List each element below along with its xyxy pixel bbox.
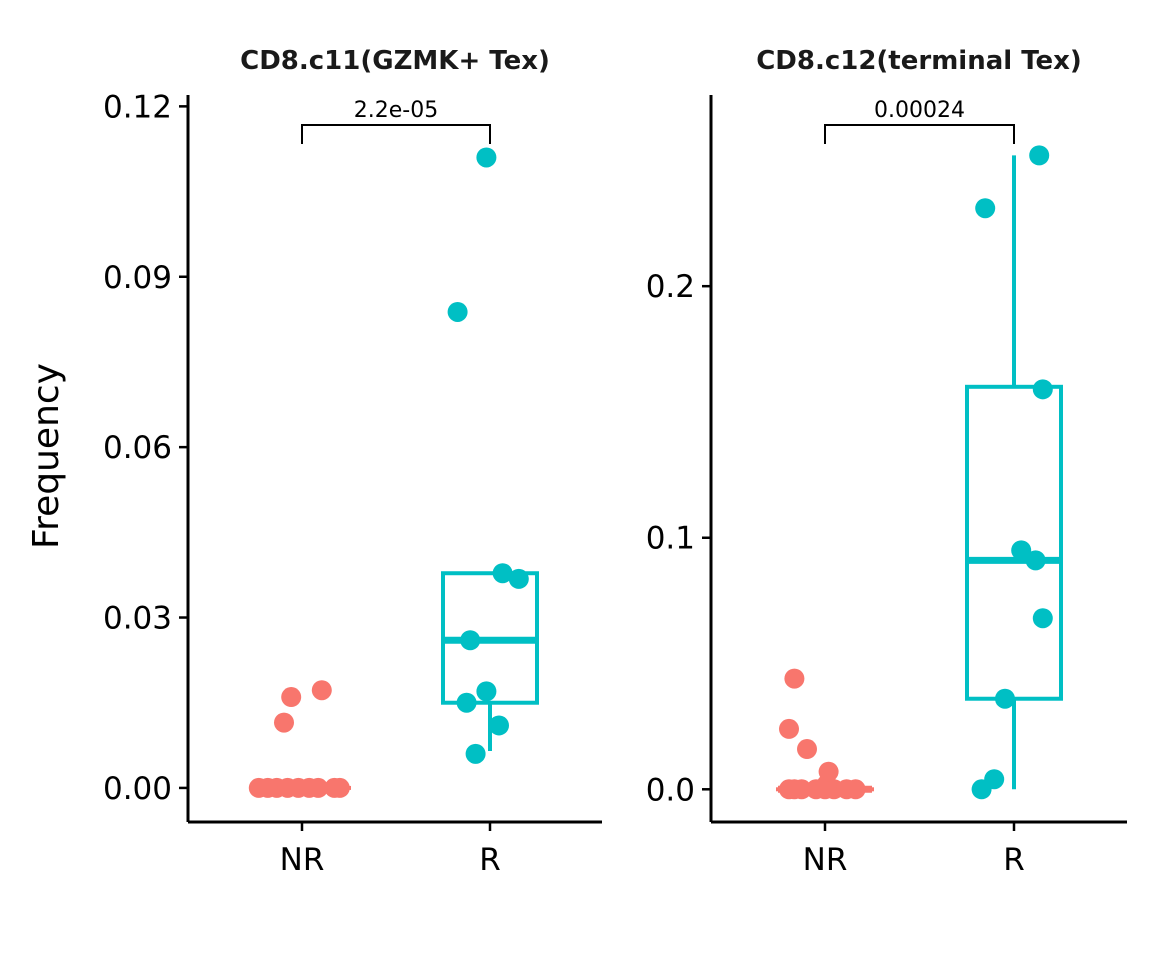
- data-point: [509, 569, 529, 589]
- data-point: [448, 302, 468, 322]
- y-tick-label: 0.00: [103, 771, 172, 807]
- data-point: [281, 687, 301, 707]
- y-tick-label: 0.2: [646, 269, 695, 305]
- data-point: [466, 744, 486, 764]
- data-point: [1033, 379, 1053, 399]
- data-point: [972, 779, 992, 799]
- x-tick-label: NR: [280, 842, 325, 878]
- panel-title: CD8.c11(GZMK+ Tex): [240, 46, 550, 76]
- significance-bracket: [825, 125, 1014, 144]
- box-iqr: [967, 387, 1061, 699]
- x-tick-label: NR: [803, 842, 848, 878]
- data-point: [779, 719, 799, 739]
- group-r: [967, 145, 1061, 799]
- y-tick-label: 0.12: [103, 89, 172, 125]
- panel-2: CD8.c12(terminal Tex) 0.0 0.1 0.2 NR R 0.00024: [646, 46, 1127, 878]
- y-tick-label: 0.03: [103, 601, 172, 637]
- data-point: [975, 198, 995, 218]
- panel-title: CD8.c12(terminal Tex): [756, 46, 1082, 76]
- data-point: [476, 681, 496, 701]
- y-tick-label: 0.09: [103, 260, 172, 296]
- y-tick-label: 0.06: [103, 430, 172, 466]
- y-tick-label: 0.0: [646, 772, 695, 808]
- data-point: [846, 779, 866, 799]
- data-point: [330, 778, 350, 798]
- data-point: [797, 739, 817, 759]
- data-point: [460, 630, 480, 650]
- x-tick-label: R: [479, 842, 501, 878]
- y-axis-title: Frequency: [26, 363, 67, 549]
- group-nr: [778, 669, 872, 800]
- p-value-label: 0.00024: [874, 98, 965, 123]
- y-tick-label: 0.1: [646, 521, 695, 557]
- data-point: [819, 762, 839, 782]
- data-point: [784, 669, 804, 689]
- data-point: [1029, 145, 1049, 165]
- data-point: [489, 715, 509, 735]
- data-point: [476, 147, 496, 167]
- group-nr: [249, 680, 350, 798]
- significance-bracket: [302, 125, 490, 144]
- data-point: [1033, 608, 1053, 628]
- group-r: [443, 147, 537, 763]
- data-point: [274, 713, 294, 733]
- x-tick-label: R: [1003, 842, 1025, 878]
- data-point: [1026, 550, 1046, 570]
- data-point: [312, 680, 332, 700]
- data-point: [457, 693, 477, 713]
- p-value-label: 2.2e-05: [354, 98, 438, 123]
- data-point: [995, 689, 1015, 709]
- panel-1: CD8.c11(GZMK+ Tex) 0.00 0.03 0.06 0.09 0.12 NR…: [103, 46, 602, 878]
